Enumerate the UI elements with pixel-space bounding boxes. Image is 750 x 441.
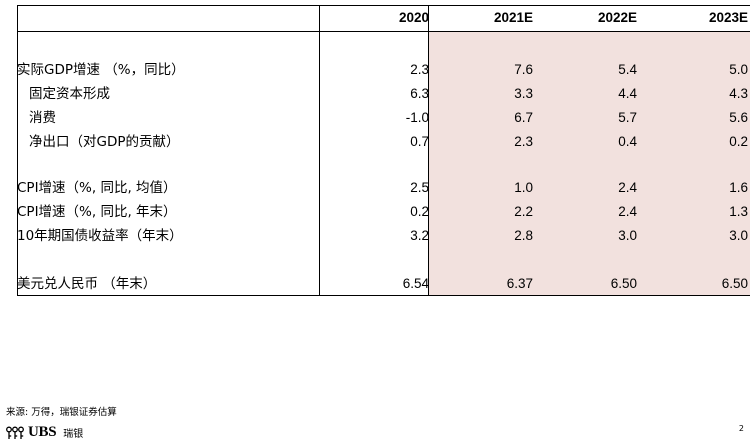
row-label: 美元兑人民币 （年末） [17,276,157,292]
cell-2022e: 5.7 [618,110,637,125]
cell-2023e: 6.50 [721,276,748,291]
cell-2022e: 3.0 [618,228,637,243]
cell-2020: 0.7 [410,134,429,149]
cell-2022e: 5.4 [618,62,637,77]
row-10y-bond-yield: 10年期国债收益率（年末） 3.2 2.8 3.0 3.0 [17,225,750,247]
cell-2022e: 2.4 [618,204,637,219]
page-number: 2 [738,424,744,433]
source-note: 来源: 万得，瑞银证券估算 [6,407,117,418]
row-label: CPI增速（%, 同比, 年末） [17,204,177,220]
cell-2022e: 4.4 [618,86,637,101]
table-border-left [17,5,18,296]
row-label: 固定资本形成 [29,86,110,102]
forecast-table: 2020 2021E 2022E 2023E 实际GDP增速 （%，同比） 2.… [17,5,750,296]
cell-2023e: 5.0 [729,62,748,77]
ubs-logo: UBS 瑞银 [5,424,83,441]
cell-2021e: 2.2 [514,204,533,219]
cell-2021e: 6.7 [514,110,533,125]
table-header-rule [17,31,750,32]
row-consumption: 消费 -1.0 6.7 5.7 5.6 [17,107,750,129]
cell-2022e: 6.50 [610,276,637,291]
cell-2022e: 0.4 [618,134,637,149]
cell-2020: 6.54 [402,276,429,291]
header-2021e: 2021E [493,10,533,25]
cell-2023e: 5.6 [729,110,748,125]
row-label: 实际GDP增速 （%，同比） [17,62,185,78]
cell-2023e: 1.6 [729,180,748,195]
row-usdcny: 美元兑人民币 （年末） 6.54 6.37 6.50 6.50 [17,273,750,295]
row-label: 10年期国债收益率（年末） [17,228,183,244]
header-2023e: 2023E [708,10,748,25]
cell-2022e: 2.4 [618,180,637,195]
cell-2020: 0.2 [410,204,429,219]
row-real-gdp: 实际GDP增速 （%，同比） 2.3 7.6 5.4 5.0 [17,59,750,81]
row-label: 消费 [29,110,56,126]
ubs-wordmark: UBS [28,424,57,440]
cell-2021e: 3.3 [514,86,533,101]
row-label: CPI增速（%, 同比, 均值） [17,180,177,196]
cell-2023e: 3.0 [729,228,748,243]
cell-2020: 2.3 [410,62,429,77]
cell-2021e: 1.0 [514,180,533,195]
row-cpi-year-end: CPI增速（%, 同比, 年末） 0.2 2.2 2.4 1.3 [17,201,750,223]
cell-2020: 2.5 [410,180,429,195]
table-divider-actual [428,5,429,296]
cell-2023e: 1.3 [729,204,748,219]
cell-2020: 3.2 [410,228,429,243]
ubs-chinese-name: 瑞银 [63,429,84,440]
cell-2021e: 2.3 [514,134,533,149]
cell-2021e: 7.6 [514,62,533,77]
row-cpi-average: CPI增速（%, 同比, 均值） 2.5 1.0 2.4 1.6 [17,177,750,199]
cell-2020: 6.3 [410,86,429,101]
forecast-columns-shading [428,31,750,296]
header-2022e: 2022E [597,10,637,25]
table-border-top [17,5,750,6]
table-border-bottom [17,295,750,296]
cell-2020: -1.0 [405,110,429,125]
header-2020: 2020 [398,10,429,25]
row-fixed-capital: 固定资本形成 6.3 3.3 4.4 4.3 [17,83,750,105]
ubs-keys-logo-icon [6,426,24,439]
row-label: 净出口（对GDP的贡献） [29,134,180,150]
table-divider-labels [319,5,320,296]
cell-2021e: 6.37 [506,276,533,291]
cell-2023e: 4.3 [729,86,748,101]
row-net-exports: 净出口（对GDP的贡献） 0.7 2.3 0.4 0.2 [17,131,750,153]
cell-2021e: 2.8 [514,228,533,243]
cell-2023e: 0.2 [729,134,748,149]
